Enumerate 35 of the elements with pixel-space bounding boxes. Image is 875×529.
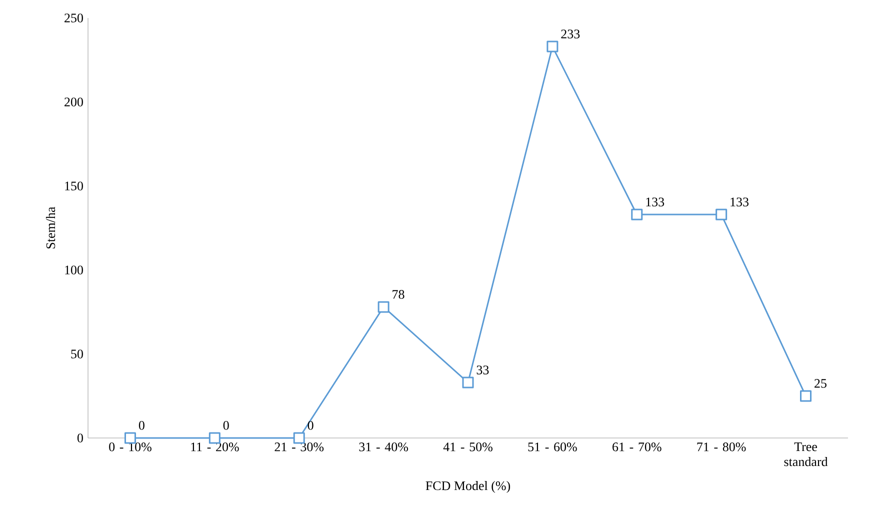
y-tick-label: 50 (71, 350, 83, 358)
point (124, 432, 136, 444)
y-tick-label: 0 (77, 434, 83, 442)
x-tick-label: Tree standard (784, 442, 828, 466)
point (462, 376, 474, 388)
point (716, 208, 728, 220)
y-axis-title: Stem/ha (46, 206, 56, 248)
x-tick-label: 11 - 20% (191, 442, 239, 452)
data-label: 33 (476, 366, 489, 374)
x-tick-label: 61 - 70% (612, 442, 662, 452)
point (546, 40, 558, 52)
x-tick-label: 31 - 40% (359, 442, 408, 452)
x-tick-label: 51 - 60% (528, 442, 577, 452)
point (378, 301, 390, 313)
x-axis-title: FCD Model (%) (426, 481, 510, 493)
x-tick-label: 0 - 10% (109, 442, 152, 452)
y-tick-label: 200 (64, 98, 83, 106)
data-label: 25 (814, 379, 826, 388)
point (208, 432, 220, 444)
x-tick-label: 41 - 50% (443, 442, 492, 452)
y-tick-label: 150 (65, 182, 83, 190)
data-label: 0 (308, 421, 314, 430)
data-label: 233 (561, 30, 580, 38)
data-label: 133 (730, 198, 749, 206)
point (800, 390, 812, 402)
data-label: 0 (223, 421, 229, 430)
point (293, 432, 305, 444)
x-tick-label: 71 - 80% (697, 442, 746, 452)
data-label: 133 (646, 198, 664, 206)
point (631, 208, 643, 220)
y-tick-label: 100 (65, 266, 83, 274)
data-label: 78 (392, 290, 404, 299)
y-tick-label: 250 (64, 14, 83, 22)
x-tick-label: 21 - 30% (274, 442, 324, 452)
data-label: 0 (138, 421, 144, 430)
